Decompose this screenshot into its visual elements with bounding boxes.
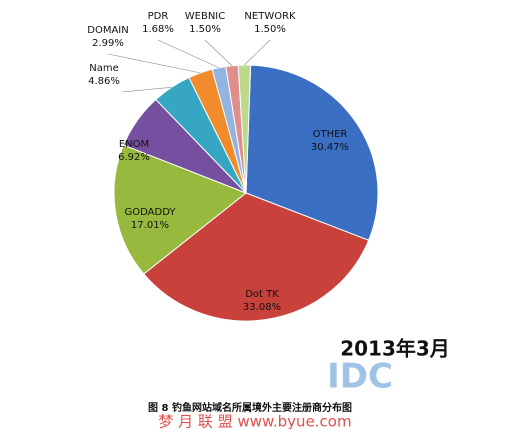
slice-label: OTHER — [313, 129, 348, 140]
slice-label: WEBNIC — [185, 11, 225, 22]
leader-line — [204, 39, 233, 66]
slice-label: NETWORK — [244, 11, 296, 22]
value-label: 6.92% — [118, 152, 150, 163]
value-label: 30.47% — [311, 142, 349, 153]
slice-label: Name — [89, 63, 119, 74]
slice-label: DOMAIN — [87, 25, 128, 36]
slice-label: GODADDY — [125, 207, 177, 218]
leader-line — [244, 39, 271, 66]
pie-slice — [113, 144, 247, 275]
chart-title: 图 8 钓鱼网站域名所属境外主要注册商分布图 — [148, 401, 352, 414]
value-label: 1.68% — [142, 24, 174, 35]
slice-label: ENOM — [119, 139, 149, 150]
slice-label: Dot TK — [245, 289, 279, 300]
pie-slice — [237, 64, 252, 194]
watermark: 梦 月 联 盟 www.byue.com — [158, 413, 351, 429]
value-label: 2.99% — [92, 38, 124, 49]
value-label: 1.50% — [254, 24, 286, 35]
value-label: 1.50% — [189, 24, 221, 35]
leader-line — [121, 87, 172, 93]
value-label: 33.08% — [243, 302, 281, 313]
leader-line — [107, 53, 201, 74]
subtitle: 2013年3月 — [340, 337, 450, 361]
watermark: IDC — [327, 357, 393, 397]
pie-slice — [143, 192, 370, 322]
value-label: 17.01% — [131, 220, 169, 231]
slice-label: PDR — [148, 11, 169, 22]
leader-line — [157, 39, 220, 68]
value-label: 4.86% — [88, 76, 120, 87]
pie-slice — [245, 64, 379, 241]
